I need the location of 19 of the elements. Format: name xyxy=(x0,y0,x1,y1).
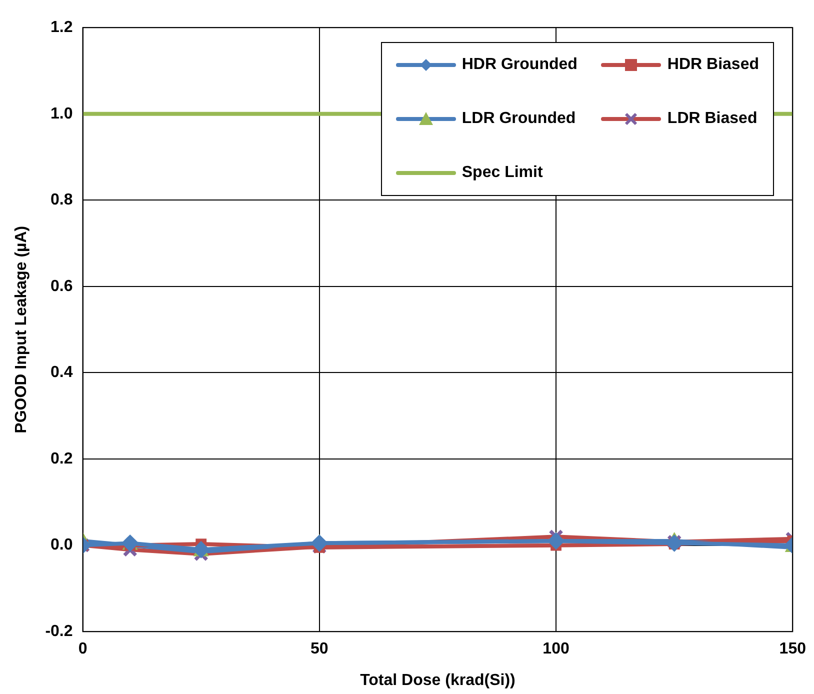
y-tick-label: 0.8 xyxy=(50,192,73,209)
legend-label: LDR Biased xyxy=(667,110,758,128)
legend-label: HDR Grounded xyxy=(462,56,578,74)
y-tick-label: -0.2 xyxy=(45,623,73,640)
x-tick-label: 100 xyxy=(542,640,570,658)
legend-label: LDR Grounded xyxy=(462,110,576,128)
legend-label: HDR Biased xyxy=(667,56,759,74)
x-axis-title: Total Dose (krad(Si)) xyxy=(360,672,516,689)
x-tick-label: 150 xyxy=(779,640,806,658)
x-tick-label: 0 xyxy=(78,640,88,658)
y-tick-label: 0.0 xyxy=(50,536,73,554)
y-axis-title: PGOOD Input Leakage (µA) xyxy=(13,226,30,434)
y-tick-label: 1.2 xyxy=(50,19,73,36)
legend-label: Spec Limit xyxy=(462,164,543,182)
y-tick-label: 0.2 xyxy=(50,450,73,468)
y-tick-label: 0.4 xyxy=(50,364,73,382)
y-tick-label: 1.0 xyxy=(50,105,73,122)
y-tick-label: 0.6 xyxy=(50,278,73,295)
x-tick-label: 50 xyxy=(310,640,328,658)
